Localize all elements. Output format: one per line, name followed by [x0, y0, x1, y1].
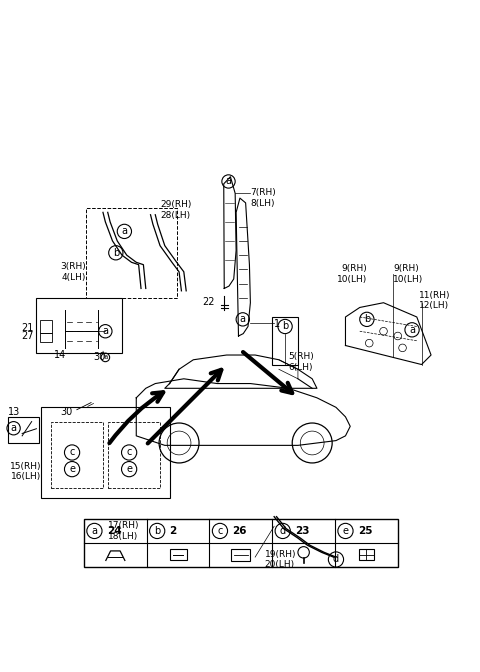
Text: c: c — [70, 448, 75, 458]
Text: 30: 30 — [60, 407, 72, 417]
Text: 17(RH)
18(LH): 17(RH) 18(LH) — [108, 521, 139, 541]
Text: a: a — [103, 354, 108, 360]
Text: a: a — [102, 326, 108, 336]
Bar — [169, 549, 187, 560]
Text: c: c — [126, 448, 132, 458]
Text: e: e — [69, 464, 75, 474]
Text: c: c — [217, 526, 223, 536]
Text: 25: 25 — [358, 526, 372, 536]
Text: e: e — [126, 464, 132, 474]
Text: a: a — [240, 314, 246, 325]
Bar — [272, 317, 298, 364]
Text: 23: 23 — [295, 526, 310, 536]
Text: 19(RH)
20(LH): 19(RH) 20(LH) — [264, 550, 296, 569]
Text: 29(RH)
28(LH): 29(RH) 28(LH) — [160, 200, 192, 220]
Text: 15(RH)
16(LH): 15(RH) 16(LH) — [10, 462, 41, 481]
Bar — [40, 320, 52, 333]
Text: b: b — [154, 526, 160, 536]
Text: b: b — [364, 314, 370, 325]
Bar — [108, 421, 160, 488]
Text: 26: 26 — [232, 526, 247, 536]
Bar — [231, 549, 251, 561]
Text: 7(RH)
8(LH): 7(RH) 8(LH) — [251, 188, 276, 208]
Text: 9(RH)
10(LH): 9(RH) 10(LH) — [336, 265, 367, 284]
Bar — [359, 549, 374, 560]
Bar — [41, 407, 169, 498]
Text: 11(RH)
12(LH): 11(RH) 12(LH) — [419, 290, 451, 310]
Text: a: a — [91, 526, 97, 536]
Text: 14: 14 — [54, 350, 66, 360]
Text: 22: 22 — [202, 297, 215, 306]
Text: 21: 21 — [22, 323, 34, 333]
Text: d: d — [280, 526, 286, 536]
Text: 30: 30 — [94, 352, 106, 362]
Text: a: a — [226, 177, 231, 186]
Text: 2: 2 — [169, 526, 177, 536]
Text: 9(RH)
10(LH): 9(RH) 10(LH) — [393, 265, 423, 284]
Text: 27: 27 — [22, 331, 34, 341]
Bar — [86, 208, 177, 298]
Text: b: b — [113, 248, 119, 258]
Text: a: a — [409, 325, 415, 335]
Text: 5(RH)
6(LH): 5(RH) 6(LH) — [288, 352, 314, 372]
Bar — [84, 519, 398, 566]
Text: d: d — [333, 554, 339, 564]
Bar — [36, 298, 122, 353]
Text: b: b — [282, 321, 288, 331]
Text: 3(RH)
4(LH): 3(RH) 4(LH) — [60, 262, 86, 282]
Text: a: a — [11, 423, 17, 433]
Text: 1: 1 — [274, 319, 280, 329]
Bar — [51, 421, 103, 488]
Text: 24: 24 — [107, 526, 121, 536]
Bar — [8, 417, 39, 443]
Text: a: a — [121, 226, 127, 237]
Text: e: e — [342, 526, 348, 536]
Bar — [40, 333, 52, 341]
Text: 13: 13 — [8, 407, 20, 417]
